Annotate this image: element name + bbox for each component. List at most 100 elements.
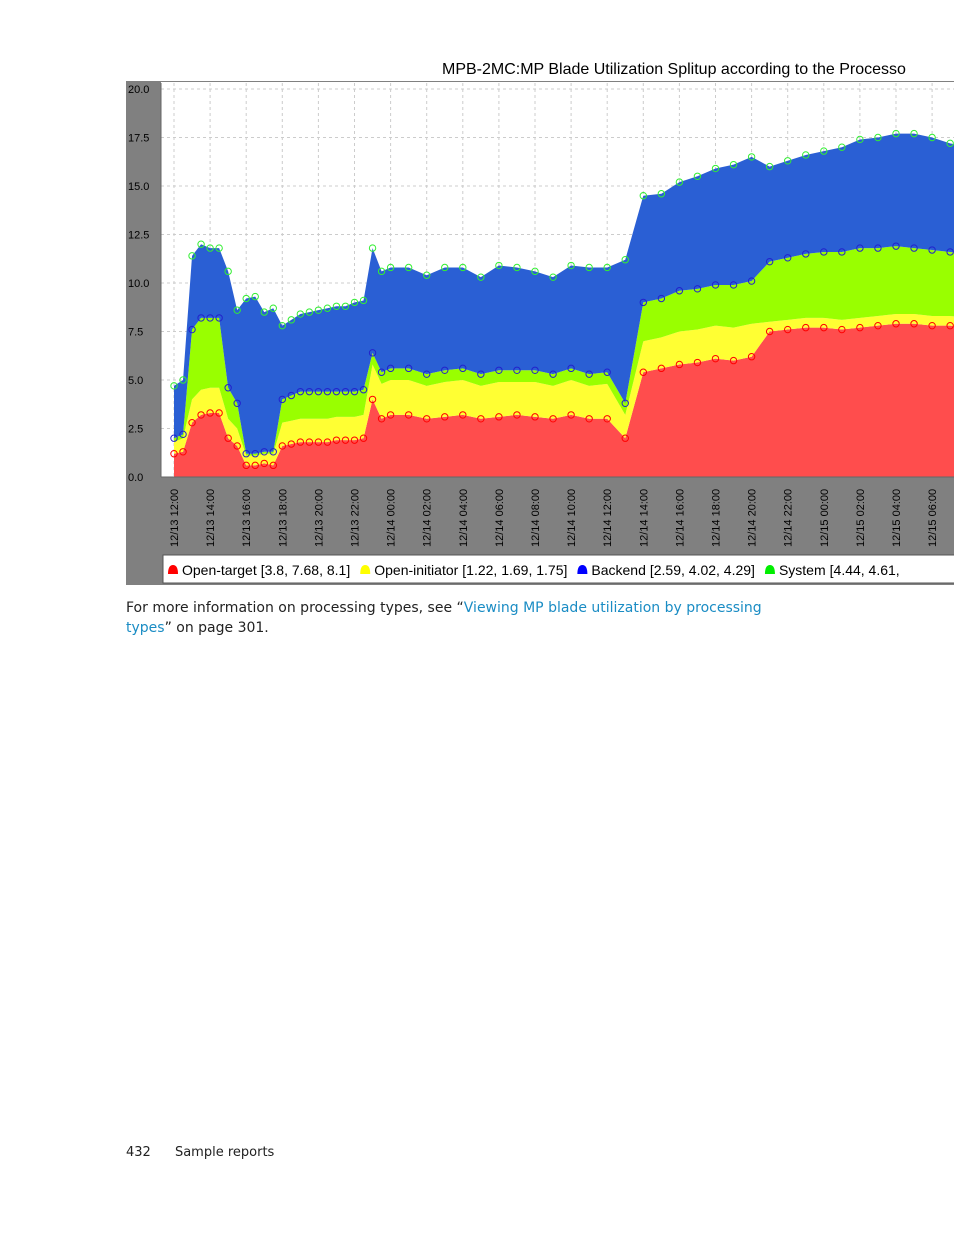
data-point-marker — [423, 271, 431, 279]
x-tick-label: 12/14 20:00 — [747, 489, 759, 547]
data-point-marker — [215, 409, 223, 417]
data-point-marker — [377, 368, 386, 376]
data-point-marker — [531, 366, 539, 374]
x-tick-label: 12/13 14:00 — [205, 489, 217, 547]
data-point-marker — [197, 240, 205, 248]
legend-series-name: System — [779, 562, 826, 578]
data-point-marker — [621, 434, 629, 442]
legend-series-range: [4.44, 4.61, — [830, 562, 900, 578]
data-point-marker — [892, 129, 900, 138]
data-point-marker — [784, 254, 792, 262]
data-point-marker — [657, 294, 666, 303]
data-point-marker — [314, 306, 323, 314]
data-point-marker — [251, 461, 259, 470]
legend-series-name: Backend — [591, 562, 645, 578]
data-point-marker — [549, 415, 557, 423]
data-point-marker — [820, 248, 828, 256]
data-point-marker — [233, 306, 241, 314]
x-tick-label: 12/14 06:00 — [494, 489, 506, 547]
data-point-marker — [260, 308, 268, 316]
data-point-marker — [585, 415, 593, 423]
data-point-marker — [459, 263, 467, 272]
series-markers — [170, 129, 954, 470]
data-point-marker — [350, 298, 359, 307]
data-point-marker — [332, 302, 341, 310]
y-tick-label: 15.0 — [128, 181, 149, 193]
data-point-marker — [206, 244, 214, 252]
data-point-marker — [188, 252, 196, 260]
data-point-marker — [603, 368, 611, 376]
x-tick-label: 12/14 00:00 — [386, 489, 398, 547]
data-point-marker — [495, 366, 503, 374]
data-point-marker — [404, 263, 413, 272]
data-point-marker — [910, 320, 918, 328]
data-point-marker — [802, 323, 810, 332]
data-point-marker — [386, 263, 395, 272]
x-tick-label: 12/14 10:00 — [566, 489, 578, 547]
data-point-marker — [368, 244, 377, 252]
data-point-marker — [350, 387, 359, 396]
data-point-marker — [287, 440, 296, 448]
processing-types-link[interactable]: Viewing MP blade utilization by processi… — [126, 600, 762, 636]
data-point-marker — [368, 349, 377, 357]
data-point-marker — [747, 153, 756, 161]
data-point-marker — [459, 364, 467, 373]
data-point-marker — [585, 263, 593, 272]
data-point-marker — [910, 244, 918, 252]
data-point-marker — [170, 434, 178, 442]
data-point-marker — [368, 395, 377, 404]
data-point-marker — [892, 242, 900, 250]
data-point-marker — [928, 133, 936, 142]
data-point-marker — [477, 415, 485, 423]
page-number: 432 — [126, 1145, 151, 1160]
data-point-marker — [928, 246, 936, 254]
data-point-marker — [197, 314, 205, 322]
data-point-marker — [332, 387, 341, 396]
data-point-marker — [287, 316, 296, 324]
data-point-marker — [386, 364, 395, 373]
data-point-marker — [359, 386, 368, 394]
data-point-marker — [549, 273, 557, 281]
data-point-marker — [820, 147, 828, 155]
data-point-marker — [242, 461, 250, 470]
data-point-marker — [215, 244, 223, 252]
data-point-marker — [188, 418, 196, 427]
data-point-marker — [639, 192, 647, 200]
data-point-marker — [441, 413, 449, 421]
legend-marker-icon — [764, 565, 775, 574]
data-point-marker — [296, 310, 305, 318]
y-tick-label: 10.0 — [128, 278, 149, 290]
data-point-marker — [359, 296, 368, 305]
data-point-marker — [856, 323, 864, 332]
data-point-marker — [693, 172, 702, 181]
x-tick-label: 12/15 04:00 — [891, 489, 903, 547]
data-point-marker — [341, 302, 350, 310]
data-point-marker — [693, 358, 702, 367]
data-point-marker — [838, 248, 846, 256]
data-point-marker — [206, 314, 214, 322]
data-point-marker — [603, 415, 611, 423]
data-point-marker — [332, 436, 341, 444]
data-point-marker — [377, 415, 386, 423]
data-point-marker — [242, 450, 250, 458]
data-point-marker — [747, 277, 756, 285]
data-point-marker — [910, 129, 918, 138]
data-point-marker — [784, 325, 792, 334]
data-point-marker — [206, 409, 214, 417]
data-point-marker — [820, 323, 828, 332]
data-point-marker — [278, 395, 287, 404]
data-point-marker — [711, 281, 720, 289]
data-point-marker — [269, 448, 277, 456]
data-point-marker — [233, 442, 241, 450]
page-footer: 432 Sample reports — [126, 1145, 274, 1160]
data-point-marker — [802, 151, 810, 159]
data-point-marker — [224, 267, 232, 276]
legend-marker-icon — [360, 565, 371, 574]
data-point-marker — [441, 263, 449, 272]
x-tick-label: 12/14 14:00 — [638, 489, 650, 547]
data-point-marker — [423, 415, 431, 423]
data-point-marker — [838, 325, 846, 334]
data-point-marker — [946, 139, 954, 148]
data-point-marker — [477, 273, 485, 281]
data-point-marker — [495, 261, 503, 270]
